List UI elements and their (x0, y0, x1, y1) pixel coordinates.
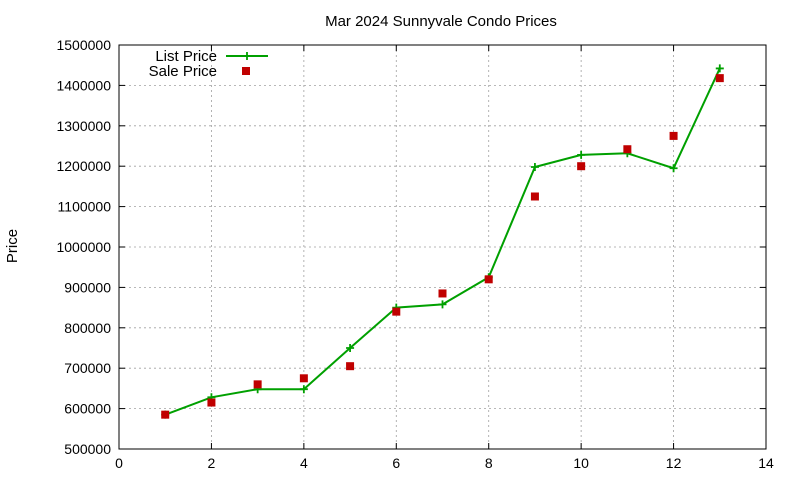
y-tick-label: 1500000 (56, 37, 111, 53)
sale-price-point (161, 410, 170, 419)
list-price-line (164, 68, 721, 416)
sale-price-point (299, 374, 308, 383)
sale-price-point (438, 289, 447, 298)
x-tick-label: 12 (666, 455, 682, 471)
x-tick-label: 4 (300, 455, 308, 471)
x-tick-label: 2 (208, 455, 216, 471)
sale-price-point (530, 192, 539, 201)
sale-price-point (392, 307, 401, 316)
x-tick-label: 0 (115, 455, 123, 471)
legend-label-sale-price: Sale Price (149, 63, 217, 80)
y-axis: 500000 600000 700000 800000 900000 1000000 110… (56, 37, 766, 457)
chart-title: Mar 2024 Sunnyvale Condo Prices (325, 13, 557, 30)
legend-marker-list-price (243, 52, 251, 60)
y-tick-label: 600000 (64, 401, 111, 417)
sale-price-point (207, 398, 216, 407)
sale-price-point (623, 145, 632, 154)
series-list-price (161, 64, 724, 419)
list-price-point (438, 300, 447, 309)
sale-price-point (346, 362, 355, 371)
y-axis-label: Price (4, 229, 21, 263)
y-tick-label: 500000 (64, 441, 111, 457)
x-tick-label: 14 (758, 455, 774, 471)
y-tick-label: 1300000 (56, 118, 111, 134)
list-price-point (577, 150, 586, 159)
y-tick-label: 1400000 (56, 77, 111, 93)
list-price-point (299, 385, 308, 394)
grid (119, 45, 766, 449)
sale-price-point (577, 162, 586, 171)
plot-frame (118, 44, 767, 450)
y-tick-label: 800000 (64, 320, 111, 336)
y-tick-label: 900000 (64, 279, 111, 295)
list-price-point (715, 64, 724, 73)
x-tick-label: 6 (392, 455, 400, 471)
sale-price-point (484, 275, 493, 284)
x-tick-label: 8 (485, 455, 493, 471)
list-price-point (669, 164, 678, 173)
legend-marker-sale-price (242, 67, 250, 75)
legend-label-list-price: List Price (155, 48, 217, 65)
y-tick-label: 1000000 (56, 239, 111, 255)
x-axis: 0 2 4 6 8 10 12 14 (115, 45, 774, 471)
y-tick-label: 700000 (64, 360, 111, 376)
y-tick-label: 1100000 (58, 199, 112, 215)
sale-price-point (669, 131, 678, 140)
series-sale-price (161, 74, 724, 419)
list-price-point (530, 163, 539, 172)
list-price-point (346, 344, 355, 352)
legend: List Price Sale Price (149, 48, 268, 80)
y-tick-label: 1200000 (56, 158, 111, 174)
sale-price-point (253, 380, 262, 389)
sale-price-point (715, 74, 724, 83)
plot-border (118, 44, 767, 450)
x-tick-label: 10 (573, 455, 589, 471)
